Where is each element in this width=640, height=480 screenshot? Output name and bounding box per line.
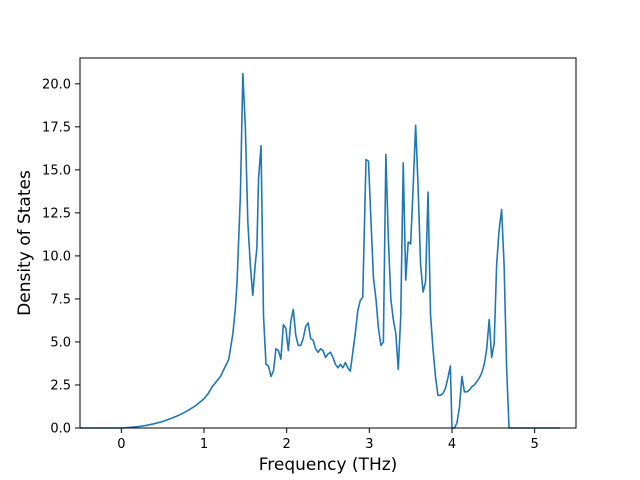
- series-line: [79, 72, 561, 429]
- plot-frame: [79, 57, 577, 429]
- y-tick-label: 0.0: [50, 422, 71, 437]
- x-tick-label: 2: [283, 437, 291, 452]
- y-tick-label: 2.5: [50, 378, 71, 393]
- x-tick-label: 3: [365, 437, 373, 452]
- x-axis-ticks: 0 1 2 3 4 5: [117, 428, 539, 452]
- x-tick-label: 1: [200, 437, 208, 452]
- x-tick-label: 0: [117, 437, 125, 452]
- y-axis-ticks: 0.0 2.5 5.0 7.5 10.0 12.5 15.0 17.5 20.0: [42, 77, 80, 437]
- x-axis-label: Frequency (THz): [259, 455, 398, 475]
- x-tick-label: 5: [531, 437, 539, 452]
- y-tick-label: 20.0: [42, 77, 71, 92]
- y-tick-label: 15.0: [42, 163, 71, 178]
- y-axis-label: Density of States: [15, 170, 35, 316]
- y-tick-label: 5.0: [50, 335, 71, 350]
- plot-area: [80, 58, 576, 428]
- y-tick-label: 12.5: [42, 206, 71, 221]
- x-tick-label: 4: [448, 437, 456, 452]
- y-tick-label: 10.0: [42, 249, 71, 264]
- y-tick-label: 7.5: [50, 292, 71, 307]
- y-tick-label: 17.5: [42, 120, 71, 135]
